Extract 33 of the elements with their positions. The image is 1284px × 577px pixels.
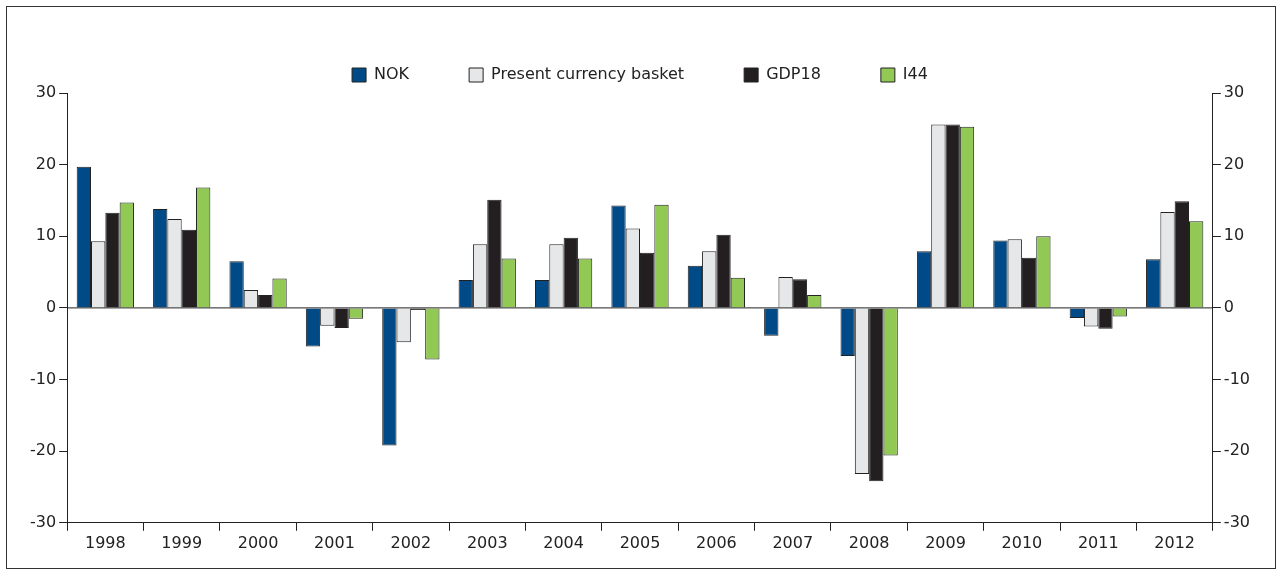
x-tick-label: 2006 bbox=[696, 532, 737, 552]
x-tick-label: 2004 bbox=[543, 532, 584, 552]
y-tick-label: 10 bbox=[35, 225, 57, 245]
y2-tick-label: 20 bbox=[1223, 153, 1245, 173]
y-tick-label: 20 bbox=[35, 153, 57, 173]
x-tick-label: 2011 bbox=[1077, 532, 1119, 552]
y-tick-label: -10 bbox=[29, 368, 57, 388]
x-tick-label: 2012 bbox=[1154, 532, 1196, 552]
y2-tick-label: 10 bbox=[1223, 225, 1245, 245]
legend-label: Present currency basket bbox=[491, 64, 685, 84]
y-tick-label: -30 bbox=[29, 511, 57, 531]
x-tick-label: 2010 bbox=[1001, 532, 1043, 552]
x-tick-label: 2001 bbox=[314, 532, 355, 552]
legend-label: GDP18 bbox=[766, 64, 821, 84]
y-tick-label: -20 bbox=[29, 440, 57, 460]
y2-tick-label: 0 bbox=[1223, 297, 1235, 317]
legend-label: NOK bbox=[374, 64, 410, 84]
y-tick-label: 0 bbox=[45, 297, 57, 317]
x-tick-label: 2000 bbox=[237, 532, 279, 552]
x-tick-label: 2005 bbox=[619, 532, 661, 552]
y2-tick-label: -20 bbox=[1223, 440, 1251, 460]
x-tick-label: 1999 bbox=[161, 532, 203, 552]
y2-tick-label: -10 bbox=[1223, 368, 1251, 388]
x-tick-label: 1998 bbox=[84, 532, 126, 552]
x-tick-label: 2009 bbox=[925, 532, 966, 552]
x-tick-label: 2007 bbox=[772, 532, 814, 552]
x-tick-label: 2008 bbox=[848, 532, 890, 552]
y2-tick-label: 30 bbox=[1223, 82, 1245, 102]
legend-label: I44 bbox=[902, 64, 928, 84]
y-tick-label: 30 bbox=[35, 82, 57, 102]
y2-tick-label: -30 bbox=[1223, 511, 1251, 531]
x-tick-label: 2002 bbox=[390, 532, 432, 552]
x-tick-label: 2003 bbox=[466, 532, 508, 552]
